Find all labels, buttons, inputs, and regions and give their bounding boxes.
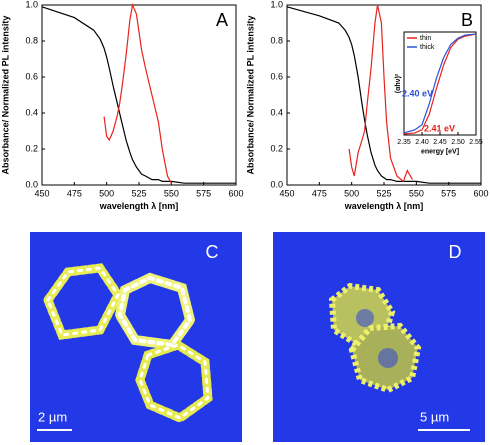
x-tick-label: 475 bbox=[67, 188, 82, 198]
panel-label: C bbox=[206, 242, 219, 262]
y-tick-label: 0.2 bbox=[25, 143, 38, 153]
particles bbox=[328, 282, 422, 394]
annotation: 2.41 eV bbox=[424, 123, 455, 133]
legend-label: thin bbox=[420, 35, 431, 42]
x-tick-label: 550 bbox=[164, 188, 179, 198]
y-tick-label: 0.6 bbox=[270, 71, 283, 81]
x-tick-label: 575 bbox=[441, 188, 456, 198]
x-tick-label: 450 bbox=[279, 188, 294, 198]
data-line bbox=[348, 4, 413, 183]
inset-background bbox=[404, 32, 476, 135]
y-axis-label: Absorbance/ Normalized PL intensity bbox=[0, 16, 10, 175]
x-tick-label: 600 bbox=[473, 188, 488, 198]
data-line bbox=[41, 6, 236, 184]
y-tick-label: 0.4 bbox=[25, 107, 38, 117]
panel-label: B bbox=[461, 10, 473, 30]
x-axis-label: wavelength λ [nm] bbox=[344, 201, 424, 211]
particles bbox=[42, 263, 213, 424]
panel-d: 5 µm D bbox=[273, 232, 485, 442]
x-axis-label: energy [eV] bbox=[421, 149, 459, 156]
x-tick-label: 2.50 bbox=[451, 139, 465, 146]
legend-label: thick bbox=[420, 44, 435, 51]
y-tick-label: 0.8 bbox=[25, 35, 38, 45]
x-tick-label: 475 bbox=[312, 188, 327, 198]
x-tick-label: 450 bbox=[34, 188, 49, 198]
data-line bbox=[403, 33, 477, 135]
x-tick-label: 2.55 bbox=[469, 139, 483, 146]
y-axis-label: (αhν)² bbox=[395, 73, 402, 93]
y-tick-label: 0.4 bbox=[270, 107, 283, 117]
scale-bar-label: 2 µm bbox=[38, 409, 67, 424]
x-tick-label: 575 bbox=[196, 188, 211, 198]
x-tick-label: 500 bbox=[99, 188, 114, 198]
panel-c: 2 µm C bbox=[30, 232, 242, 442]
y-tick-label: 0.0 bbox=[25, 179, 38, 189]
x-tick-label: 2.35 bbox=[397, 139, 411, 146]
panel-label: A bbox=[216, 10, 228, 30]
x-axis-label: wavelength λ [nm] bbox=[99, 201, 179, 211]
y-axis-label: Absorbance/ Normalized PL intensity bbox=[245, 16, 255, 175]
panel-label: D bbox=[449, 242, 462, 262]
x-tick-label: 2.45 bbox=[433, 139, 447, 146]
x-tick-label: 525 bbox=[131, 188, 146, 198]
data-line bbox=[103, 2, 172, 184]
scale-bar-label: 5 µm bbox=[420, 409, 449, 424]
x-tick-label: 600 bbox=[228, 188, 243, 198]
y-tick-label: 0.6 bbox=[25, 71, 38, 81]
y-tick-label: 1.0 bbox=[270, 0, 283, 9]
data-line bbox=[286, 6, 481, 184]
y-tick-label: 0.0 bbox=[270, 179, 283, 189]
annotation: 2.40 eV bbox=[402, 88, 433, 98]
y-tick-label: 1.0 bbox=[25, 0, 38, 9]
data-line bbox=[403, 33, 477, 134]
y-tick-label: 0.2 bbox=[270, 143, 283, 153]
y-tick-label: 0.8 bbox=[270, 35, 283, 45]
x-tick-label: 500 bbox=[344, 188, 359, 198]
x-tick-label: 550 bbox=[409, 188, 424, 198]
x-tick-label: 2.40 bbox=[415, 139, 429, 146]
x-tick-label: 525 bbox=[376, 188, 391, 198]
